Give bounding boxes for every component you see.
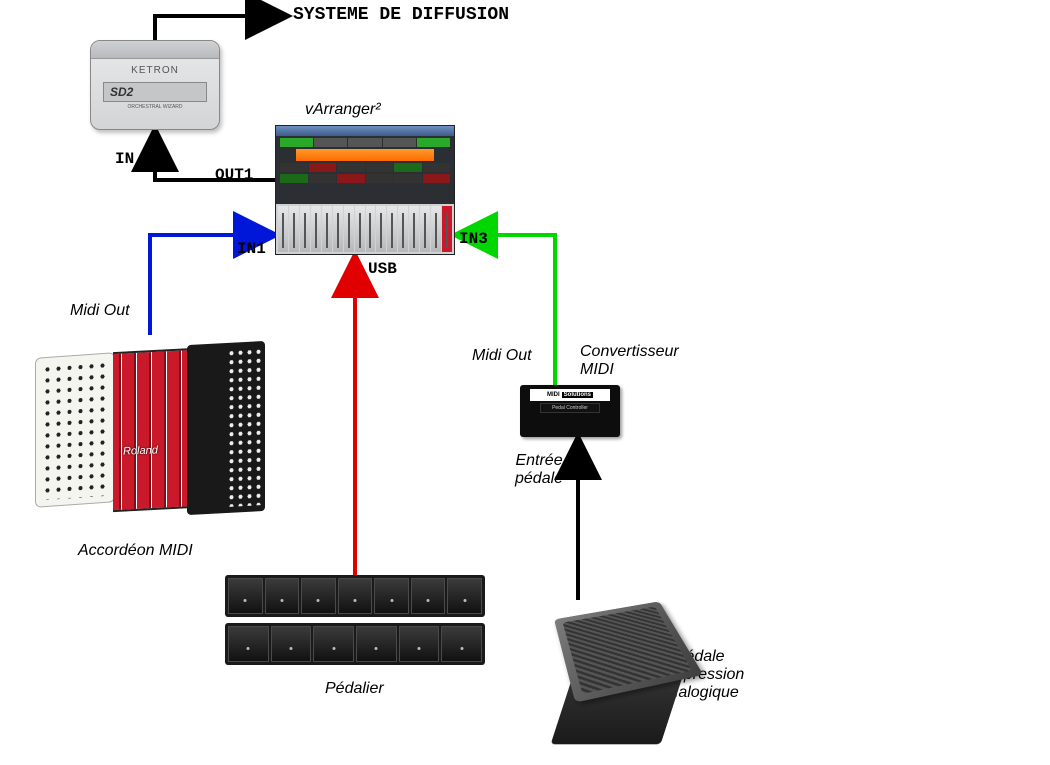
midi-converter-device: MIDISolutions Pedal Controller — [520, 385, 620, 437]
port-ketron-in: IN — [115, 150, 134, 168]
accordion-label: Accordéon MIDI — [78, 542, 193, 560]
ketron-model: SD2 — [103, 82, 207, 102]
port-in1: IN1 — [237, 240, 266, 258]
port-in3: IN3 — [459, 230, 488, 248]
ketron-module: KETRON SD2 ORCHESTRAL WIZARD — [90, 40, 220, 130]
accordion-device: Roland — [35, 335, 265, 520]
port-out1: OUT1 — [215, 166, 253, 184]
varranger-app — [275, 125, 455, 255]
pedalier-label: Pédalier — [325, 680, 384, 698]
ketron-brand: KETRON — [91, 65, 219, 76]
midi-out-accordion-label: Midi Out — [70, 302, 130, 320]
port-usb: USB — [368, 260, 397, 278]
system-label: SYSTEME DE DIFFUSION — [293, 5, 509, 25]
pedal-entry-label: Entrée pédale — [515, 452, 563, 488]
midi-out-converter-label: Midi Out — [472, 347, 532, 365]
converter-label: Convertisseur MIDI — [580, 343, 679, 379]
expression-pedal-device — [555, 585, 705, 755]
varranger-label: vArranger² — [305, 101, 381, 119]
pedalier-device — [225, 575, 485, 670]
accordion-brand: Roland — [123, 444, 158, 457]
ketron-sub: ORCHESTRAL WIZARD — [103, 104, 207, 110]
